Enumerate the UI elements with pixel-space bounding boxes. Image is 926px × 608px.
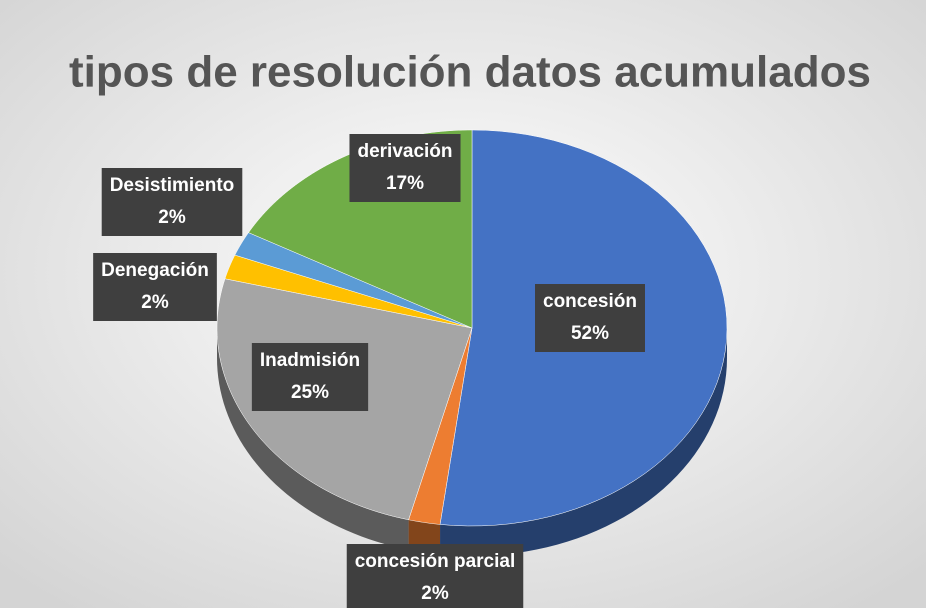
label-name: Desistimiento bbox=[110, 175, 235, 196]
slice-side bbox=[217, 328, 409, 550]
label-name: concesión bbox=[543, 291, 637, 312]
label-box bbox=[346, 544, 524, 608]
label-name: Denegación bbox=[101, 260, 209, 281]
label-box bbox=[349, 134, 461, 202]
label-value: 2% bbox=[158, 207, 186, 228]
label-box bbox=[93, 253, 217, 321]
label-value: 2% bbox=[141, 292, 169, 313]
label-box bbox=[535, 284, 645, 352]
label-box bbox=[101, 168, 243, 236]
label-value: 52% bbox=[571, 323, 609, 344]
data-label: derivación 17% bbox=[349, 134, 461, 202]
label-value: 25% bbox=[291, 382, 329, 403]
data-label: Desistimiento 2% bbox=[101, 168, 243, 236]
label-name: derivación bbox=[357, 141, 452, 162]
label-value: 17% bbox=[386, 173, 424, 194]
slice bbox=[234, 232, 473, 329]
label-name: Inadmisión bbox=[260, 350, 360, 371]
label-name: concesión parcial bbox=[355, 551, 516, 572]
data-label: concesión 52% bbox=[535, 284, 645, 352]
slice bbox=[224, 254, 473, 329]
slice-side bbox=[440, 328, 727, 556]
slice bbox=[408, 327, 473, 525]
data-label: concesión parcial 2% bbox=[346, 544, 524, 608]
chart-title: tipos de resolución datos acumulados bbox=[69, 48, 871, 97]
label-value: 2% bbox=[421, 583, 449, 604]
label-box bbox=[251, 343, 369, 411]
data-label: Denegación 2% bbox=[93, 253, 217, 321]
data-label: Inadmisión 25% bbox=[251, 343, 369, 411]
